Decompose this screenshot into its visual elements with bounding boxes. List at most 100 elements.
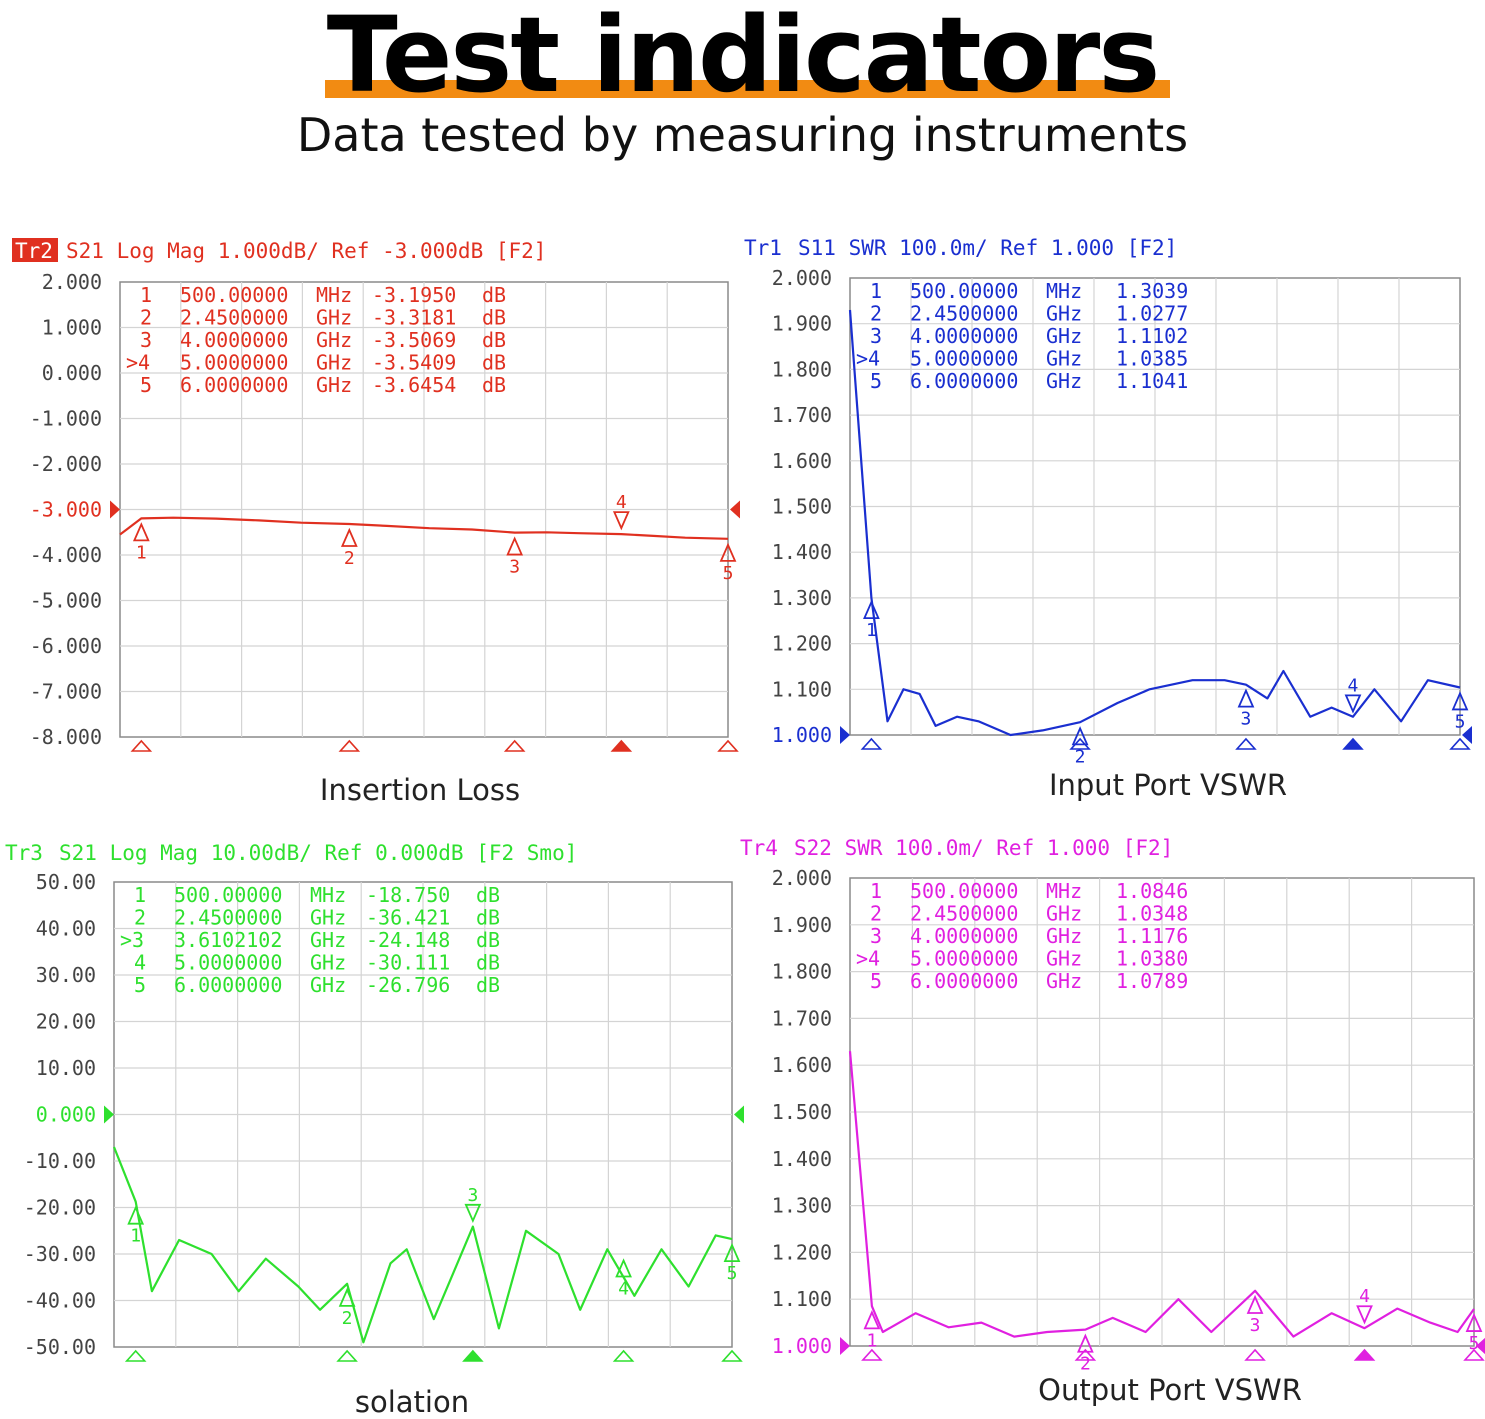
marker-label: 4 bbox=[618, 1279, 629, 1300]
marker-label: 2 bbox=[344, 548, 355, 569]
marker-number: 2 bbox=[870, 902, 882, 926]
marker-number: 5 bbox=[870, 369, 882, 393]
y-tick-label: 1.800 bbox=[772, 960, 832, 984]
y-tick-label: 1.000 bbox=[42, 316, 102, 340]
marker-frequency: 4.0000000 bbox=[910, 324, 1018, 348]
y-tick-label: 1.600 bbox=[772, 449, 832, 473]
marker-value: 1.0277 bbox=[1116, 302, 1188, 326]
chart-caption: solation bbox=[355, 1385, 469, 1419]
marker-value-unit: dB bbox=[482, 373, 506, 397]
marker-label: 5 bbox=[1469, 1333, 1480, 1354]
marker-value: -3.1950 bbox=[372, 283, 456, 307]
marker-number: 2 bbox=[870, 302, 882, 326]
y-tick-label: -8.000 bbox=[30, 725, 102, 749]
marker-frequency-unit: GHz bbox=[310, 951, 346, 975]
marker-number: 2 bbox=[134, 906, 146, 930]
marker-triangle bbox=[1246, 1294, 1264, 1314]
marker-axis-triangle bbox=[717, 739, 739, 752]
marker-frequency-unit: GHz bbox=[1046, 947, 1082, 971]
y-tick-label: 1.000 bbox=[772, 1334, 832, 1358]
marker-value-unit: dB bbox=[482, 328, 506, 352]
marker-frequency-unit: GHz bbox=[1046, 369, 1082, 393]
marker-frequency: 2.4500000 bbox=[910, 902, 1018, 926]
y-tick-label: 1.500 bbox=[772, 1100, 832, 1124]
y-tick-label: 1.000 bbox=[772, 723, 832, 747]
marker-frequency-unit: GHz bbox=[316, 351, 352, 375]
marker-triangle bbox=[464, 1203, 482, 1224]
ref-arrow-left bbox=[110, 500, 120, 519]
page-subtitle: Data tested by measuring instruments bbox=[296, 108, 1189, 162]
marker-value: 1.0846 bbox=[1116, 879, 1188, 903]
marker-frequency: 6.0000000 bbox=[910, 969, 1018, 993]
marker-number: 5 bbox=[140, 373, 152, 397]
marker-axis-triangle bbox=[1074, 1348, 1097, 1361]
y-tick-label: 1.100 bbox=[772, 1287, 832, 1311]
marker-frequency-unit: GHz bbox=[310, 906, 346, 930]
marker-value: 1.0380 bbox=[1116, 947, 1188, 971]
trace-line bbox=[848, 309, 1461, 737]
y-tick-label: 1.900 bbox=[772, 913, 832, 937]
y-tick-label: 1.400 bbox=[772, 1147, 832, 1171]
y-tick-label: 0.000 bbox=[42, 361, 102, 385]
marker-frequency-unit: MHz bbox=[1046, 279, 1082, 303]
y-tick-label: 1.900 bbox=[772, 312, 832, 336]
marker-axis-triangle bbox=[338, 739, 361, 752]
marker-label: 3 bbox=[1250, 1315, 1261, 1336]
marker-value: -3.6454 bbox=[372, 373, 456, 397]
marker-label: 1 bbox=[866, 1330, 877, 1351]
trace-line bbox=[848, 1051, 1475, 1338]
marker-value: 1.1176 bbox=[1116, 924, 1188, 948]
marker-number: 4 bbox=[134, 951, 146, 975]
marker-number: 3 bbox=[870, 924, 882, 948]
marker-number: 3 bbox=[870, 324, 882, 348]
y-tick-label: 40.00 bbox=[36, 917, 96, 941]
y-tick-label: 1.300 bbox=[772, 586, 832, 610]
y-tick-label: 2.000 bbox=[772, 266, 832, 290]
marker-frequency: 2.4500000 bbox=[180, 306, 288, 330]
marker-frequency: 5.0000000 bbox=[180, 351, 288, 375]
marker-axis-triangle bbox=[721, 1349, 743, 1362]
marker-number: >4 bbox=[856, 347, 880, 371]
y-tick-label: 1.300 bbox=[772, 1194, 832, 1218]
marker-frequency-unit: GHz bbox=[1046, 924, 1082, 948]
marker-triangle bbox=[615, 1258, 632, 1278]
marker-label: 3 bbox=[1241, 709, 1252, 730]
marker-triangle bbox=[612, 511, 630, 531]
marker-frequency-unit: GHz bbox=[310, 928, 346, 952]
marker-number: 5 bbox=[870, 969, 882, 993]
marker-frequency-unit: GHz bbox=[1046, 324, 1082, 348]
marker-value: 1.0385 bbox=[1116, 347, 1188, 371]
marker-value: -3.3181 bbox=[372, 306, 456, 330]
marker-label: 2 bbox=[1075, 746, 1086, 767]
marker-axis-triangle bbox=[1449, 737, 1471, 750]
marker-label: 3 bbox=[509, 557, 520, 578]
marker-label: 1 bbox=[136, 542, 147, 563]
ref-arrow-left bbox=[104, 1105, 114, 1124]
trace-line bbox=[112, 1146, 733, 1344]
marker-axis-triangle bbox=[1342, 737, 1364, 750]
marker-axis-triangle bbox=[1463, 1348, 1485, 1361]
y-tick-label: -2.000 bbox=[30, 452, 102, 476]
marker-number: 3 bbox=[140, 328, 152, 352]
marker-frequency-unit: GHz bbox=[1046, 969, 1082, 993]
ref-arrow-right bbox=[734, 1105, 744, 1124]
ref-arrow-right bbox=[730, 500, 740, 519]
marker-value-unit: dB bbox=[476, 906, 500, 930]
trace-label: Tr4 bbox=[740, 836, 778, 860]
marker-triangle bbox=[1344, 694, 1362, 714]
marker-triangle bbox=[340, 527, 358, 547]
marker-axis-triangle bbox=[1069, 737, 1091, 750]
y-tick-label: 1.700 bbox=[772, 403, 832, 427]
marker-frequency-unit: GHz bbox=[310, 973, 346, 997]
y-tick-label: 2.000 bbox=[772, 866, 832, 890]
marker-frequency-unit: GHz bbox=[1046, 902, 1082, 926]
marker-value: -24.148 bbox=[366, 928, 450, 952]
marker-axis-triangle bbox=[1244, 1348, 1266, 1361]
marker-value-unit: dB bbox=[476, 973, 500, 997]
y-tick-label: -50.00 bbox=[24, 1335, 96, 1359]
y-tick-label: 50.00 bbox=[36, 870, 96, 894]
marker-frequency: 5.0000000 bbox=[910, 347, 1018, 371]
marker-axis-triangle bbox=[1235, 737, 1257, 750]
marker-value: 1.3039 bbox=[1116, 279, 1188, 303]
marker-label: 1 bbox=[130, 1226, 141, 1247]
